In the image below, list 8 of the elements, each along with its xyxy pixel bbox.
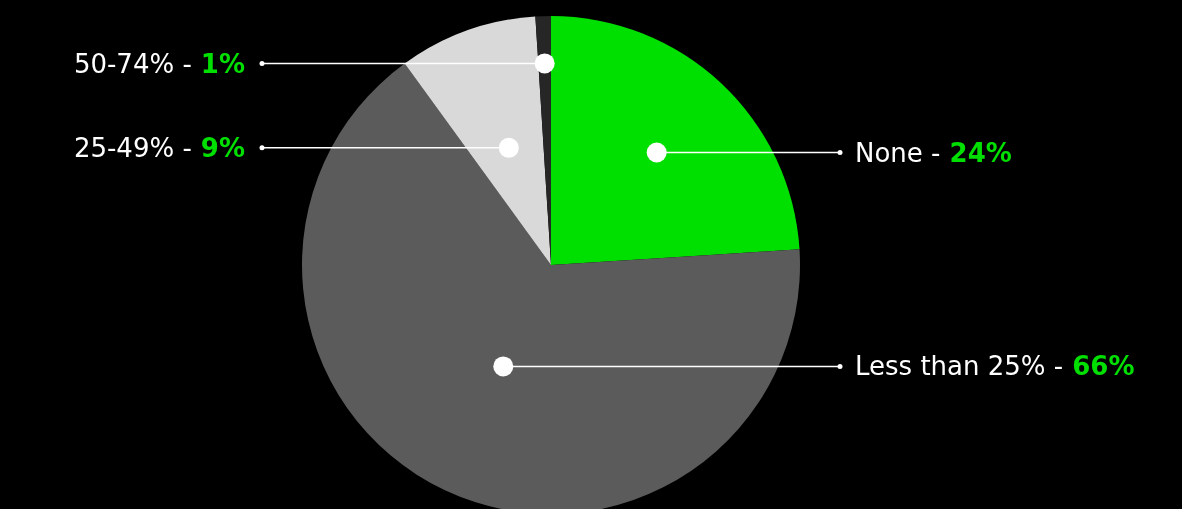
data-label: 66% <box>1063 351 1135 382</box>
slice-label: None - <box>855 137 941 168</box>
data-label: 24% <box>940 137 1012 168</box>
slice-label: 50-74% - <box>73 48 192 79</box>
data-label: 1% <box>191 48 245 79</box>
data-label: 9% <box>191 132 245 163</box>
slice-label: 25-49% - <box>73 132 192 163</box>
slice-label: Less than 25% - <box>855 351 1064 382</box>
